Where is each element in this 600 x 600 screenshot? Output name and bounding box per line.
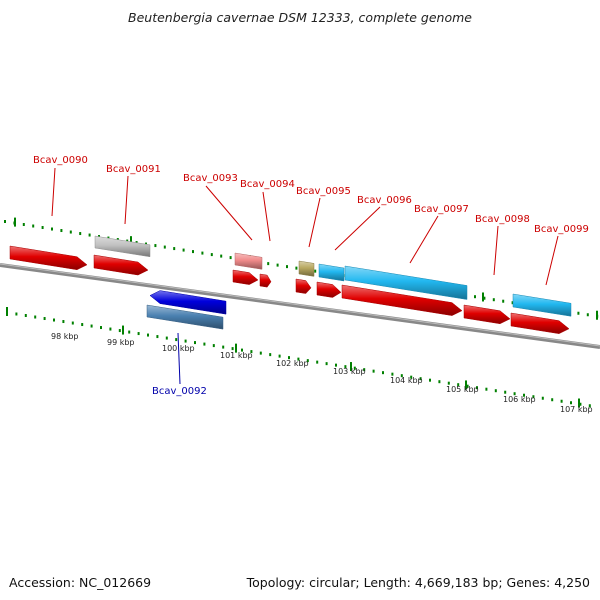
gene-label-bcav-0098[interactable]: Bcav_0098 bbox=[475, 214, 530, 225]
gene-bcav-0095[interactable] bbox=[295, 278, 312, 294]
gene-label-bcav-0097[interactable]: Bcav_0097 bbox=[414, 204, 469, 215]
tick-label: 106 kbp bbox=[503, 395, 536, 404]
gene-bcav-0093[interactable] bbox=[232, 269, 259, 285]
leader-line bbox=[308, 197, 321, 248]
gene-bcav-0093-rna[interactable] bbox=[234, 252, 263, 270]
gene-label-bcav-0096[interactable]: Bcav_0096 bbox=[357, 195, 412, 206]
tick-label: 100 kbp bbox=[162, 344, 195, 353]
leader-line bbox=[334, 206, 381, 251]
major-tick bbox=[130, 236, 132, 246]
gene-bcav-0098[interactable] bbox=[463, 304, 511, 325]
gene-label-bcav-0091[interactable]: Bcav_0091 bbox=[106, 164, 161, 175]
tick-label: 103 kbp bbox=[333, 367, 366, 376]
major-tick bbox=[596, 310, 598, 320]
leader-line bbox=[409, 215, 439, 264]
major-tick bbox=[235, 343, 237, 353]
major-tick bbox=[6, 307, 8, 316]
gene-bcav-0096-feature[interactable] bbox=[318, 263, 345, 282]
gene-bcav-0092[interactable] bbox=[149, 290, 227, 315]
leader-line bbox=[177, 332, 181, 385]
gene-label-bcav-0099[interactable]: Bcav_0099 bbox=[534, 224, 589, 235]
topology-label: Topology: circular; Length: 4,669,183 bp… bbox=[246, 575, 590, 590]
leader-line bbox=[545, 235, 559, 286]
lower-scale bbox=[6, 307, 591, 408]
gene-label-bcav-0094[interactable]: Bcav_0094 bbox=[240, 179, 295, 190]
leader-line bbox=[51, 167, 56, 217]
gene-label-bcav-0090[interactable]: Bcav_0090 bbox=[33, 155, 88, 166]
gene-bcav-0099[interactable] bbox=[510, 312, 570, 334]
major-tick bbox=[350, 362, 352, 372]
genome-backbone bbox=[0, 263, 600, 349]
gene-bcav-0097[interactable] bbox=[341, 284, 463, 316]
gene-label-bcav-0093[interactable]: Bcav_0093 bbox=[183, 173, 238, 184]
tick-label: 98 kbp bbox=[51, 332, 79, 341]
major-tick bbox=[482, 292, 484, 302]
leader-line bbox=[493, 225, 499, 276]
tick-label: 101 kbp bbox=[220, 351, 253, 360]
major-tick bbox=[578, 398, 580, 408]
gene-label-bcav-0095[interactable]: Bcav_0095 bbox=[296, 186, 351, 197]
tick-label: 107 kbp bbox=[560, 405, 593, 414]
major-tick bbox=[14, 217, 16, 227]
leader-line bbox=[205, 185, 253, 241]
major-tick bbox=[465, 380, 467, 390]
tick-label: 99 kbp bbox=[107, 338, 135, 347]
gene-bcav-0095-other[interactable] bbox=[298, 260, 315, 277]
gene-bcav-0091[interactable] bbox=[93, 254, 149, 276]
tick-label: 102 kbp bbox=[276, 359, 309, 368]
gene-bcav-0094[interactable] bbox=[259, 273, 272, 288]
gene-bcav-0092-feature[interactable] bbox=[146, 304, 224, 330]
gene-bcav-0099-feature[interactable] bbox=[512, 293, 572, 317]
gene-label-bcav-0092[interactable]: Bcav_0092 bbox=[152, 386, 207, 397]
gene-bcav-0097-feature[interactable] bbox=[344, 265, 468, 300]
gene-bcav-0090[interactable] bbox=[9, 245, 88, 270]
tick-label: 104 kbp bbox=[390, 376, 423, 385]
tick-label: 105 kbp bbox=[446, 385, 479, 394]
leader-line bbox=[124, 175, 129, 225]
leader-line bbox=[262, 191, 271, 242]
major-tick bbox=[122, 325, 124, 335]
accession-label: Accession: NC_012669 bbox=[9, 575, 152, 590]
gene-bcav-0096[interactable] bbox=[316, 281, 342, 298]
gene-bcav-0091-pseudo[interactable] bbox=[94, 235, 151, 258]
map-title: Beutenbergia cavernae DSM 12333, complet… bbox=[128, 10, 472, 25]
